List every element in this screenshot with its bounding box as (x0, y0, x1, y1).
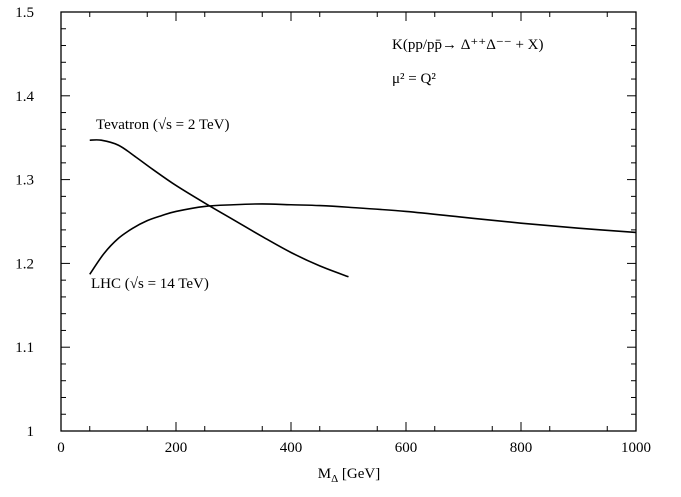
x-axis-title-unit: [GeV] (338, 466, 380, 482)
series-label-tevatron: Tevatron (√s = 2 TeV) (96, 117, 229, 133)
x-tick-label: 600 (395, 440, 418, 456)
y-tick-label: 1.2 (15, 256, 34, 272)
process-annotation: K(pp/pp̄→ Δ⁺⁺Δ⁻⁻ + X) (392, 37, 544, 53)
series-line-lhc (89, 203, 637, 275)
x-tick-label: 800 (510, 440, 533, 456)
y-tick-label: 1.4 (15, 89, 34, 105)
y-tick-label: 1.3 (15, 173, 34, 189)
plot-frame (60, 11, 637, 432)
scale-annotation: μ² = Q² (392, 71, 436, 87)
x-axis-title: MΔ [GeV] (318, 466, 381, 485)
y-tick-label: 1 (27, 424, 35, 440)
x-tick-label: 0 (57, 440, 65, 456)
series-label-lhc: LHC (√s = 14 TeV) (91, 276, 209, 292)
series-lines (89, 139, 637, 278)
x-tick-label: 400 (280, 440, 303, 456)
x-tick-label: 200 (165, 440, 188, 456)
x-axis-title-subscript: Δ (331, 473, 338, 485)
y-tick-label: 1.1 (15, 340, 34, 356)
axis-tick-labels: 0 200 400 600 800 1000 1 1.1 1.2 1.3 1.4 1.5 (15, 5, 651, 456)
axis-ticks (60, 11, 637, 432)
x-axis-title-main: M (318, 466, 331, 482)
y-tick-label: 1.5 (15, 5, 34, 21)
series-line-tevatron (89, 139, 349, 278)
x-tick-label: 1000 (621, 440, 651, 456)
